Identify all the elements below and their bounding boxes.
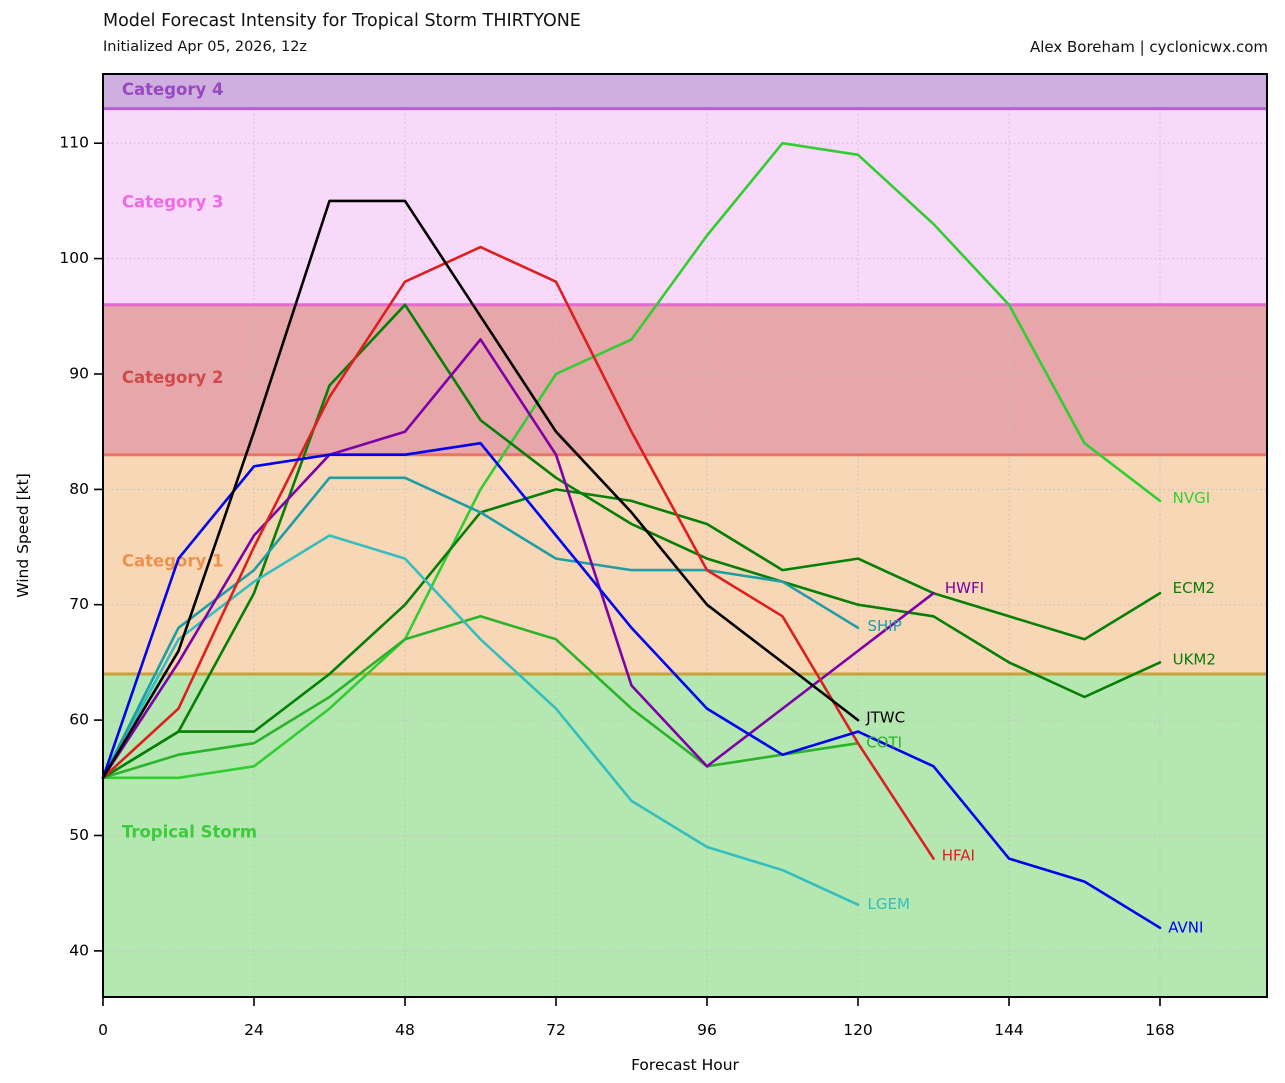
x-tick-label-144: 144 (994, 1021, 1024, 1039)
series-label-HFAI: HFAI (942, 847, 975, 865)
band-label-category-4: Category 4 (122, 80, 224, 99)
x-tick-label-168: 168 (1145, 1021, 1175, 1039)
series-label-JTWC: JTWC (865, 708, 905, 726)
x-tick-label-0: 0 (98, 1021, 108, 1039)
y-tick-label-50: 50 (69, 826, 89, 844)
x-tick-label-24: 24 (244, 1021, 264, 1039)
series-line-HWFI (101, 338, 935, 780)
series-label-UKM2: UKM2 (1173, 651, 1216, 669)
series-label-COTI: COTI (866, 734, 902, 752)
band-category-1 (103, 454, 1267, 674)
y-tick-label-60: 60 (69, 711, 89, 729)
series-label-SHIP: SHIP (868, 617, 902, 635)
plot-border (102, 73, 1268, 998)
x-tick-label-120: 120 (843, 1021, 873, 1039)
band-category-4 (103, 74, 1267, 109)
y-axis-label: Wind Speed [kt] (14, 473, 32, 598)
y-tick-label-110: 110 (59, 134, 89, 152)
y-tick-label-100: 100 (59, 249, 89, 267)
band-category-3 (103, 108, 1267, 305)
series-label-HWFI: HWFI (945, 579, 984, 597)
series-line-NVGI (101, 141, 1162, 780)
series-line-UKM2 (101, 303, 1162, 780)
y-tick-label-80: 80 (69, 480, 89, 498)
x-tick-label-72: 72 (546, 1021, 566, 1039)
series-label-LGEM: LGEM (868, 895, 910, 913)
series-label-AVNI: AVNI (1168, 918, 1203, 936)
series-line-COTI (101, 614, 860, 780)
band-label-category-3: Category 3 (122, 193, 224, 212)
series-line-SHIP (101, 476, 860, 780)
series-label-ECM2: ECM2 (1173, 579, 1215, 597)
chart-title: Model Forecast Intensity for Tropical St… (103, 11, 581, 31)
band-label-category-1: Category 1 (122, 552, 224, 571)
band-label-tropical-storm: Tropical Storm (122, 823, 257, 842)
series-line-ECM2 (101, 488, 1162, 780)
y-tick-label-70: 70 (69, 595, 89, 613)
series-line-HFAI (101, 245, 935, 860)
band-category-2 (103, 304, 1267, 455)
y-tick-label-40: 40 (69, 941, 89, 959)
series-line-JTWC (101, 199, 860, 780)
y-tick-label-90: 90 (69, 365, 89, 383)
chart-subtitle: Initialized Apr 05, 2026, 12z (103, 39, 308, 55)
x-tick-label-96: 96 (697, 1021, 717, 1039)
series-label-NVGI: NVGI (1173, 489, 1211, 507)
x-axis-label: Forecast Hour (631, 1056, 739, 1074)
x-tick-label-48: 48 (395, 1021, 415, 1039)
series-line-AVNI (101, 441, 1162, 930)
attribution: Alex Boreham | cyclonicwx.com (1029, 38, 1268, 56)
band-label-category-2: Category 2 (122, 368, 224, 387)
